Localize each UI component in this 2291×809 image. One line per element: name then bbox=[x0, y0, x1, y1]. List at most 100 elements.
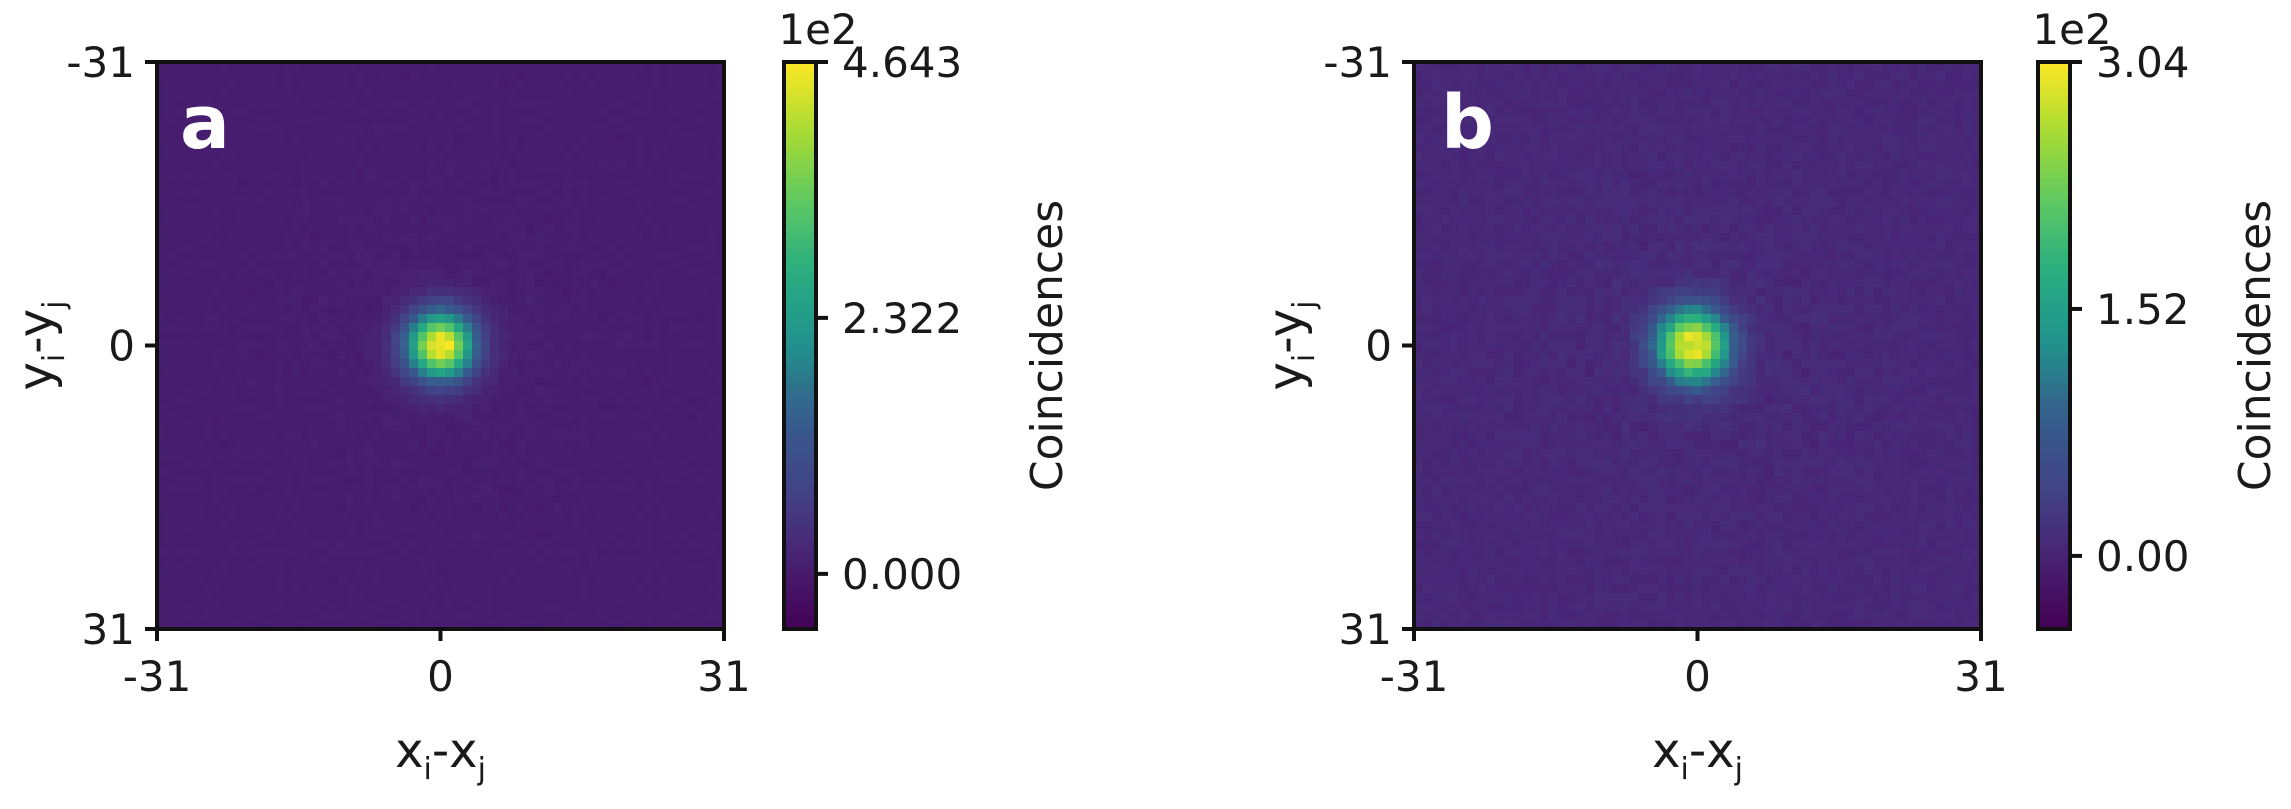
heatmap-cell bbox=[175, 620, 185, 630]
heatmap-cell bbox=[166, 476, 176, 486]
heatmap-cell bbox=[544, 188, 554, 198]
heatmap-cell bbox=[1882, 89, 1892, 99]
heatmap-cell bbox=[247, 575, 257, 585]
heatmap-cell bbox=[607, 71, 617, 81]
heatmap-cell bbox=[220, 251, 230, 261]
heatmap-cell bbox=[652, 188, 662, 198]
heatmap-cell bbox=[1972, 179, 1982, 189]
heatmap-cell bbox=[607, 512, 617, 522]
heatmap-cell bbox=[589, 107, 599, 117]
heatmap-cell bbox=[1882, 62, 1892, 72]
heatmap-cell bbox=[580, 593, 590, 603]
heatmap-cell bbox=[184, 215, 194, 225]
heatmap-cell bbox=[679, 386, 689, 396]
heatmap-cell bbox=[1801, 170, 1811, 180]
heatmap-cell bbox=[607, 80, 617, 90]
heatmap-cell bbox=[508, 134, 518, 144]
heatmap-cell bbox=[220, 494, 230, 504]
heatmap-cell bbox=[616, 98, 626, 108]
heatmap-cell bbox=[1675, 107, 1685, 117]
heatmap-cell bbox=[1423, 134, 1433, 144]
heatmap-cell bbox=[247, 494, 257, 504]
heatmap-cell bbox=[697, 422, 707, 432]
heatmap-cell bbox=[1612, 98, 1622, 108]
heatmap-cell bbox=[1486, 197, 1496, 207]
heatmap-cell bbox=[1486, 161, 1496, 171]
heatmap-cell bbox=[1828, 143, 1838, 153]
heatmap-cell bbox=[562, 170, 572, 180]
heatmap-cell bbox=[1504, 170, 1514, 180]
heatmap-cell bbox=[1414, 62, 1424, 72]
heatmap-cell bbox=[364, 224, 374, 234]
heatmap-cell bbox=[193, 575, 203, 585]
heatmap-cell bbox=[1711, 125, 1721, 135]
heatmap-cell bbox=[454, 170, 464, 180]
heatmap-cell bbox=[454, 260, 464, 270]
heatmap-cell bbox=[247, 440, 257, 450]
heatmap-cell bbox=[265, 296, 275, 306]
heatmap-cell bbox=[1441, 170, 1451, 180]
heatmap-cell bbox=[634, 278, 644, 288]
heatmap-cell bbox=[706, 179, 716, 189]
heatmap-cell bbox=[220, 611, 230, 621]
heatmap-cell bbox=[697, 377, 707, 387]
heatmap-cell bbox=[301, 332, 311, 342]
heatmap-cell bbox=[454, 323, 464, 333]
heatmap-cell bbox=[337, 494, 347, 504]
heatmap-cell bbox=[319, 305, 329, 315]
heatmap-cell bbox=[1495, 134, 1505, 144]
heatmap-cell bbox=[571, 116, 581, 126]
heatmap-cell bbox=[202, 197, 212, 207]
heatmap-cell bbox=[409, 377, 419, 387]
heatmap-cell bbox=[607, 494, 617, 504]
heatmap-cell bbox=[409, 107, 419, 117]
heatmap-cell bbox=[283, 539, 293, 549]
heatmap-cell bbox=[1909, 152, 1919, 162]
heatmap-cell bbox=[247, 305, 257, 315]
heatmap-cell bbox=[445, 143, 455, 153]
heatmap-cell bbox=[211, 143, 221, 153]
heatmap-cell bbox=[616, 539, 626, 549]
heatmap-cell bbox=[337, 242, 347, 252]
heatmap-cell bbox=[1612, 134, 1622, 144]
heatmap-cell bbox=[1558, 71, 1568, 81]
heatmap-cell bbox=[535, 611, 545, 621]
heatmap-cell bbox=[1495, 89, 1505, 99]
heatmap-cell bbox=[193, 440, 203, 450]
heatmap-cell bbox=[328, 449, 338, 459]
heatmap-cell bbox=[247, 260, 257, 270]
heatmap-cell bbox=[265, 323, 275, 333]
heatmap-cell bbox=[355, 593, 365, 603]
heatmap-cell bbox=[481, 98, 491, 108]
heatmap-cell bbox=[1486, 107, 1496, 117]
heatmap-cell bbox=[526, 242, 536, 252]
heatmap-cell bbox=[679, 377, 689, 387]
heatmap-cell bbox=[157, 350, 167, 360]
heatmap-cell bbox=[337, 368, 347, 378]
heatmap-cell bbox=[1648, 170, 1658, 180]
heatmap-cell bbox=[463, 116, 473, 126]
heatmap-cell bbox=[1549, 89, 1559, 99]
heatmap-cell bbox=[508, 62, 518, 72]
heatmap-cell bbox=[436, 521, 446, 531]
heatmap-cell bbox=[391, 197, 401, 207]
heatmap-cell bbox=[1603, 89, 1613, 99]
heatmap-cell bbox=[1522, 170, 1532, 180]
heatmap-cell bbox=[1531, 71, 1541, 81]
heatmap-cell bbox=[292, 134, 302, 144]
heatmap-cell bbox=[499, 242, 509, 252]
heatmap-cell bbox=[670, 296, 680, 306]
heatmap-cell bbox=[418, 395, 428, 405]
heatmap-cell bbox=[1738, 125, 1748, 135]
heatmap-cell bbox=[229, 494, 239, 504]
heatmap-cell bbox=[346, 458, 356, 468]
heatmap-cell bbox=[319, 548, 329, 558]
heatmap-cell bbox=[292, 611, 302, 621]
heatmap-cell bbox=[454, 188, 464, 198]
heatmap-cell bbox=[1558, 170, 1568, 180]
heatmap-cell bbox=[1927, 107, 1937, 117]
heatmap-cell bbox=[526, 548, 536, 558]
heatmap-cell bbox=[1630, 98, 1640, 108]
heatmap-cell bbox=[175, 512, 185, 522]
heatmap-cell bbox=[607, 431, 617, 441]
